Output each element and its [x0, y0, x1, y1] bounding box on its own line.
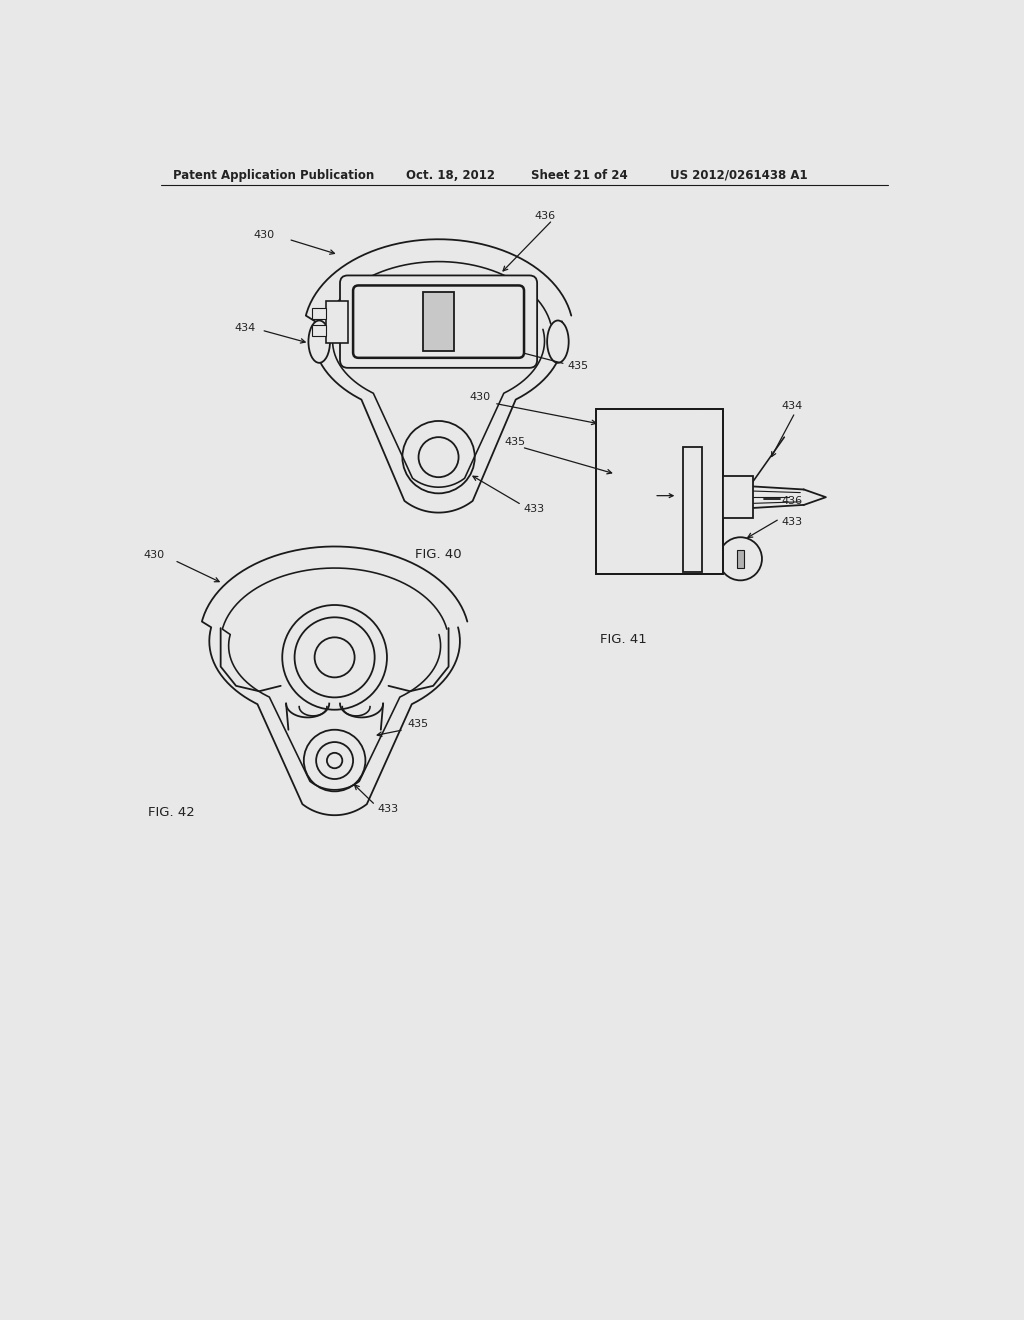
Text: 433: 433 — [781, 517, 803, 527]
Circle shape — [283, 605, 387, 710]
Ellipse shape — [547, 321, 568, 363]
FancyBboxPatch shape — [340, 276, 538, 368]
Bar — [326, 301, 348, 343]
Circle shape — [295, 618, 375, 697]
Text: 436: 436 — [535, 211, 556, 222]
Circle shape — [327, 752, 342, 768]
Text: 430: 430 — [254, 231, 274, 240]
Bar — [596, 409, 681, 574]
Text: 435: 435 — [504, 437, 525, 446]
Text: 430: 430 — [143, 550, 165, 560]
Text: 434: 434 — [234, 323, 256, 333]
Text: 434: 434 — [781, 401, 803, 412]
Circle shape — [719, 537, 762, 581]
Circle shape — [304, 730, 366, 792]
Text: 433: 433 — [523, 504, 545, 513]
Bar — [312, 325, 326, 335]
Bar — [724, 475, 753, 517]
FancyBboxPatch shape — [353, 285, 524, 358]
Bar — [683, 447, 701, 572]
Text: Sheet 21 of 24: Sheet 21 of 24 — [531, 169, 628, 182]
Circle shape — [419, 437, 459, 478]
Text: US 2012/0261438 A1: US 2012/0261438 A1 — [670, 169, 807, 182]
Bar — [736, 549, 744, 568]
Circle shape — [402, 421, 475, 494]
Text: FIG. 40: FIG. 40 — [416, 548, 462, 561]
Text: 436: 436 — [781, 496, 803, 506]
Bar — [312, 308, 326, 318]
Text: 430: 430 — [469, 392, 490, 403]
Ellipse shape — [308, 321, 330, 363]
Bar — [423, 293, 454, 351]
Text: Patent Application Publication: Patent Application Publication — [173, 169, 374, 182]
Bar — [596, 409, 724, 574]
Text: 435: 435 — [408, 719, 429, 730]
Text: FIG. 42: FIG. 42 — [148, 807, 195, 820]
Text: 433: 433 — [377, 804, 398, 814]
Circle shape — [314, 638, 354, 677]
Bar — [596, 409, 724, 574]
Text: 435: 435 — [568, 362, 589, 371]
Text: FIG. 41: FIG. 41 — [600, 634, 647, 647]
Text: Oct. 18, 2012: Oct. 18, 2012 — [407, 169, 496, 182]
Circle shape — [316, 742, 353, 779]
